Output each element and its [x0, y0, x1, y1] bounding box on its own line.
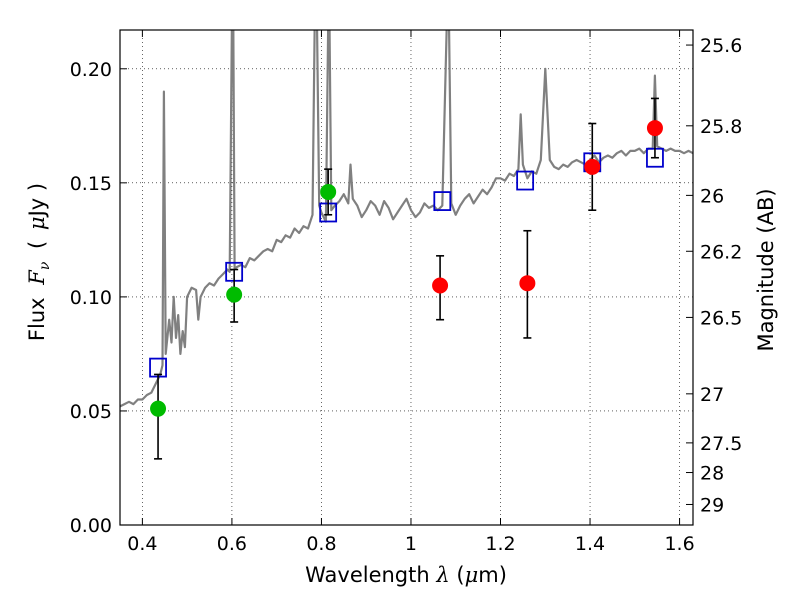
- y2-tick-label: 29: [700, 494, 724, 516]
- y2-tick-label: 25.6: [700, 35, 742, 57]
- y-tick-label: 0.00: [70, 515, 112, 537]
- x-tick-label: 1.6: [664, 533, 694, 555]
- plot-background: [120, 30, 693, 525]
- plot-area: [120, 30, 693, 460]
- y-tick-label: 0.20: [70, 59, 112, 81]
- x-axis-label-prefix: Wavelength: [305, 563, 430, 587]
- y-tick-label: 0.10: [70, 287, 112, 309]
- x-tick-label: 1.4: [575, 533, 605, 555]
- y-axis-label-unit-rest: Jy ): [25, 183, 49, 219]
- y2-tick-label: 28: [700, 463, 724, 485]
- y-axis-label-symbol: F: [25, 269, 49, 286]
- x-axis-ticks: 0.4 0.6 0.8 1 1.2 1.4 1.6: [127, 30, 695, 555]
- y2-axis-ticks: 25.6 25.8 26 26.2 26.5 27 27.5 28 29: [686, 35, 742, 516]
- y-axis-label: Flux Fν ( μJy ): [25, 183, 54, 341]
- observed-point: [584, 158, 601, 175]
- x-axis-label-unit-open: (: [456, 563, 464, 587]
- y2-tick-label: 27.5: [700, 433, 742, 455]
- y2-axis-label: Magnitude (AB): [754, 188, 778, 351]
- y2-tick-label: 26.5: [700, 307, 742, 329]
- observed-point: [320, 183, 337, 200]
- x-tick-label: 1.2: [485, 533, 515, 555]
- y-axis-ticks: 0.00 0.05 0.10 0.15 0.20: [70, 59, 127, 537]
- observed-point: [646, 120, 663, 137]
- x-axis-label-unit-rest: m): [478, 563, 507, 587]
- y-axis-label-unit-mu: μ: [25, 216, 49, 230]
- model-square-point: [516, 170, 535, 191]
- y2-tick-label: 25.8: [700, 116, 742, 138]
- y2-tick-label: 26.2: [700, 241, 742, 263]
- observed-point: [432, 277, 449, 294]
- observed-point: [226, 286, 243, 303]
- observed-point: [519, 275, 536, 292]
- y-tick-label: 0.05: [70, 401, 112, 423]
- x-tick-label: 0.6: [217, 533, 247, 555]
- x-tick-label: 0.8: [306, 533, 336, 555]
- x-tick-label: 0.4: [127, 533, 157, 555]
- observed-point: [150, 400, 167, 417]
- x-axis-label-unit-mu: μ: [465, 563, 479, 587]
- y-axis-label-prefix: Flux: [25, 297, 49, 341]
- y-tick-label: 0.15: [70, 173, 112, 195]
- x-tick-label: 1: [405, 533, 417, 555]
- grid-lines: [120, 30, 693, 525]
- y-axis-label-unit-open: (: [25, 241, 49, 249]
- y2-tick-label: 27: [700, 384, 724, 406]
- model-square-point: [433, 191, 452, 211]
- y2-tick-label: 26: [700, 185, 724, 207]
- x-axis-label: Wavelength λ (μm): [305, 563, 507, 587]
- plot-frame: [119, 29, 694, 526]
- data-layer: [120, 30, 693, 460]
- x-axis-label-symbol: λ: [435, 563, 449, 587]
- y-axis-label-sub: ν: [37, 261, 53, 270]
